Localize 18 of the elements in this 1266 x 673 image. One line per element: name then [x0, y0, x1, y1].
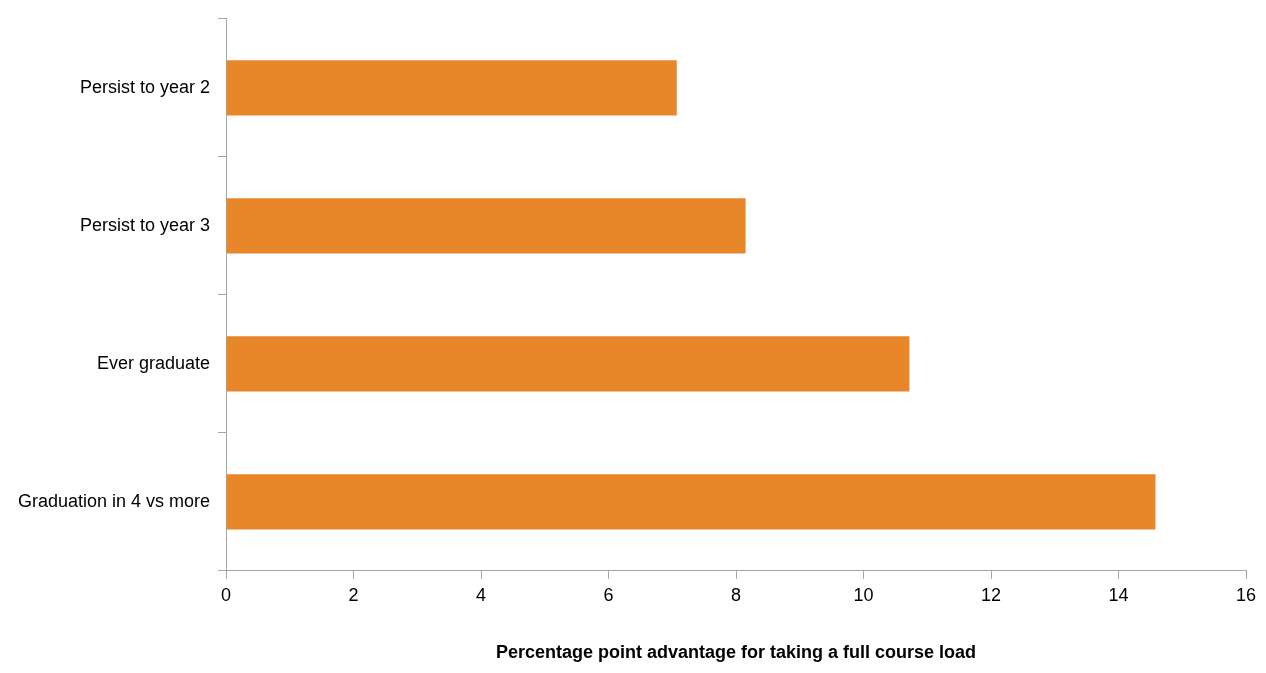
bar	[226, 336, 910, 392]
x-tick-label: 2	[348, 584, 359, 605]
x-tick-label: 4	[476, 584, 487, 605]
x-tick-label: 12	[981, 584, 1002, 605]
x-tick-label: 14	[1108, 584, 1129, 605]
y-tick-label: Graduation in 4 vs more	[18, 490, 211, 511]
bar	[226, 474, 1156, 530]
x-tick-label: 10	[853, 584, 874, 605]
x-tick-label: 6	[603, 584, 614, 605]
y-tick-label: Ever graduate	[97, 352, 211, 373]
y-tick-label: Persist to year 2	[80, 76, 211, 97]
bar	[226, 60, 677, 116]
x-tick-label: 8	[731, 584, 742, 605]
x-axis-title: Percentage point advantage for taking a full course load	[495, 642, 977, 663]
bar	[226, 198, 746, 254]
y-tick-label: Persist to year 3	[80, 214, 211, 235]
x-tick-label: 0	[221, 584, 232, 605]
x-tick-label: 16	[1235, 584, 1257, 605]
